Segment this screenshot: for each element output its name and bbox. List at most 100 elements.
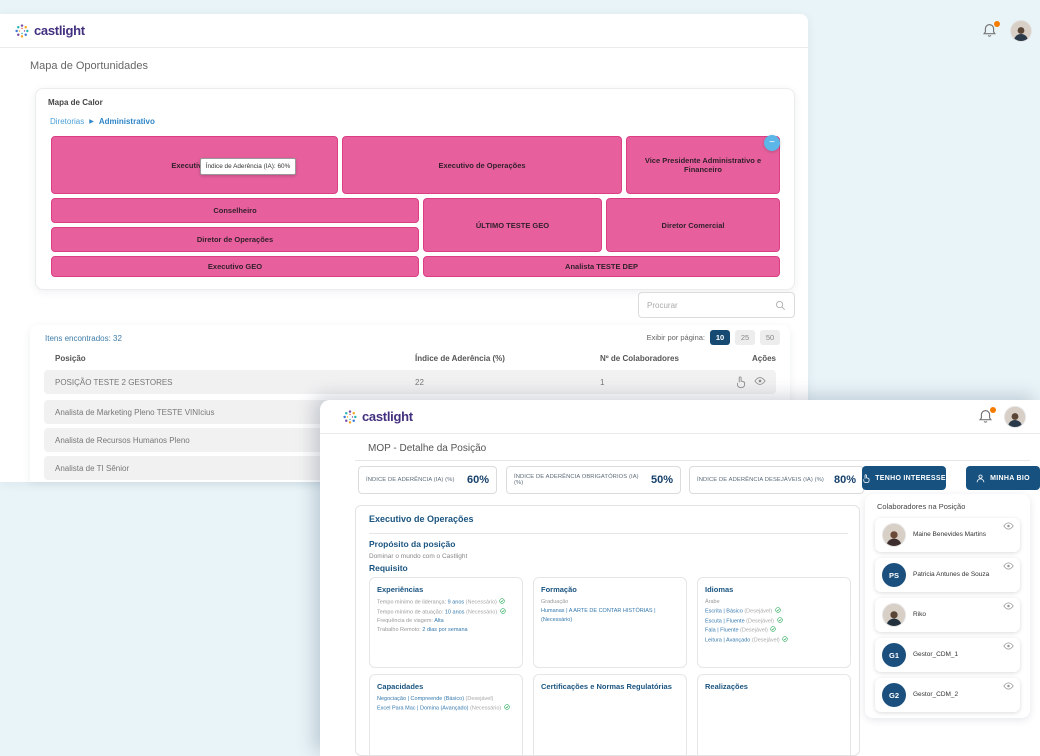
requirement-line: Fala | Fluente (Desejável)	[705, 626, 843, 636]
heatmap-card: Mapa de Calor Diretorias ▶ Administrativ…	[35, 88, 795, 290]
castlight-logo-text: castlight	[362, 409, 413, 424]
line-value: Escuta | Fluente	[705, 618, 745, 624]
table-header-row: Posição Índice de Aderência (%) Nº de Co…	[30, 351, 790, 369]
cell-ia: 22	[415, 378, 424, 387]
notification-badge	[994, 21, 1000, 27]
user-avatar[interactable]	[1004, 406, 1026, 428]
collaborator-item[interactable]: PS Patricia Antunes de Souza	[875, 558, 1020, 592]
treemap-block-executivo-geo[interactable]: Executivo GEO	[51, 256, 419, 277]
box-idiomas: Idiomas Árabe Escrita | Básico (Desejáve…	[697, 577, 851, 668]
requirement-line: Frequência de viagem: Alta	[377, 617, 515, 626]
treemap-block-analista-teste-dep[interactable]: Analista TESTE DEP	[423, 256, 780, 277]
row-actions	[735, 376, 766, 388]
treemap-block-executivo-operacoes[interactable]: Executivo de Operações	[342, 136, 622, 194]
box-experiencias: Experiências Tempo mínimo de liderança: …	[369, 577, 523, 668]
notifications-bell-icon[interactable]	[982, 21, 1000, 39]
per-page-option-10[interactable]: 10	[710, 330, 730, 345]
line-value: Alta	[434, 618, 444, 624]
col-header-acoes: Ações	[751, 354, 776, 363]
indicator-card-ia: ÍNDICE DE ADERÊNCIA (IA) (%) 60%	[358, 466, 497, 494]
collaborator-item[interactable]: Riko	[875, 598, 1020, 632]
castlight-logo-text: castlight	[34, 23, 85, 38]
win2-header-icons	[978, 406, 1026, 428]
check-icon	[504, 704, 510, 710]
page-title: Mapa de Oportunidades	[30, 60, 149, 72]
collaborator-name: Gestor_CDM_1	[913, 651, 959, 658]
indicator-value: 60%	[466, 474, 489, 486]
tenho-interesse-button[interactable]: TENHO INTERESSE	[862, 466, 946, 490]
box-title: Realizações	[705, 682, 748, 691]
indicator-value: 50%	[650, 474, 673, 486]
box-title: Experiências	[377, 585, 424, 594]
view-eye-icon[interactable]	[1003, 642, 1014, 650]
treemap-block-diretor-comercial[interactable]: Diretor Comercial	[606, 198, 780, 252]
box-certificacoes: Certificações e Normas Regulatórias	[533, 674, 687, 755]
per-page-control: Exibir por página: 10 25 50	[647, 330, 780, 345]
hand-icon	[863, 473, 870, 483]
line-value: 10 anos	[444, 609, 465, 615]
purpose-title: Propósito da posição	[369, 539, 456, 549]
notification-badge	[990, 407, 996, 413]
breadcrumb-root[interactable]: Diretorias	[50, 117, 85, 126]
requirement-line: Tempo mínimo de liderança: 9 anos (Neces…	[377, 598, 515, 608]
check-icon	[782, 635, 788, 642]
breadcrumb-current[interactable]: Administrativo	[98, 117, 155, 126]
requirement-line: Humanas | A ARTE DE CONTAR HISTÓRIAS | (…	[541, 607, 679, 625]
collaborator-item[interactable]: Maine Benevides Martins	[875, 518, 1020, 552]
collaborator-avatar: G1	[882, 643, 906, 667]
cell-position: Analista de Recursos Humanos Pleno	[55, 436, 190, 445]
collaborator-item[interactable]: G1 Gestor_CDM_1	[875, 638, 1020, 672]
treemap-block-vice-presidente[interactable]: Vice Presidente Administrativo e Finance…	[626, 136, 780, 194]
check-icon	[774, 607, 781, 613]
col-header-colaboradores: Nº de Colaboradores	[600, 354, 679, 363]
box-title: Formação	[541, 585, 577, 594]
line-suffix: (Desejável)	[744, 618, 774, 624]
line-value: Escrita | Básico	[705, 608, 743, 615]
requirement-line: Árabe	[705, 598, 843, 607]
interest-hand-icon[interactable]	[735, 376, 746, 388]
box-capacidades: Capacidades Negociação | Compreende (Bás…	[369, 674, 523, 755]
view-eye-icon[interactable]	[1003, 682, 1014, 690]
line-value: Excel Para Mac | Domina (Avançado)	[377, 705, 469, 712]
treemap-tooltip: Índice de Aderência (IA): 60%	[200, 158, 296, 175]
per-page-option-25[interactable]: 25	[735, 330, 755, 345]
check-icon	[499, 598, 506, 604]
notifications-bell-icon[interactable]	[978, 407, 996, 425]
line-label: Graduação	[541, 599, 569, 605]
minha-bio-button[interactable]: MINHA BIO	[966, 466, 1040, 490]
view-eye-icon[interactable]	[1003, 602, 1014, 610]
cell-position: Analista de Marketing Pleno TESTE VINIci…	[55, 408, 215, 417]
line-label: Tempo mínimo de atuação:	[377, 609, 445, 615]
treemap-block-diretor-operacoes[interactable]: Diretor de Operações	[51, 227, 419, 252]
collaborators-card: Colaboradores na Posição Maine Benevides…	[865, 494, 1030, 718]
search-input[interactable]	[647, 300, 769, 310]
view-eye-icon[interactable]	[754, 376, 766, 386]
line-label: Trabalho Remoto:	[377, 627, 423, 633]
line-suffix: (Necessário)	[464, 609, 498, 615]
collaborators-title: Colaboradores na Posição	[877, 502, 966, 511]
line-value: Fala | Fluente	[705, 627, 739, 634]
collaborator-item[interactable]: G2 Gestor_CDM_2	[875, 678, 1020, 712]
view-eye-icon[interactable]	[1003, 522, 1014, 530]
user-avatar[interactable]	[1010, 20, 1032, 42]
treemap-collapse-button[interactable]: −	[764, 135, 780, 151]
requirement-title: Requisito	[369, 563, 408, 573]
per-page-option-50[interactable]: 50	[760, 330, 780, 345]
line-suffix: (Desejável)	[742, 608, 773, 615]
requirement-line: Negociação | Compreende (Básico) (Desejá…	[377, 695, 515, 704]
cell-position: POSIÇÃO TESTE 2 GESTORES	[55, 378, 173, 387]
castlight-logo[interactable]: castlight	[342, 409, 413, 425]
requirement-line: Escrita | Básico (Desejável)	[705, 607, 843, 617]
treemap-block-ultimo-teste-geo[interactable]: ÚLTIMO TESTE GEO	[423, 198, 602, 252]
section-divider	[369, 533, 848, 534]
view-eye-icon[interactable]	[1003, 562, 1014, 570]
items-found-label: Itens encontrados: 32	[45, 334, 122, 343]
line-value: 9 anos	[447, 599, 465, 606]
requirement-line: Escuta | Fluente (Desejável)	[705, 616, 843, 627]
castlight-logo[interactable]: castlight	[14, 23, 85, 39]
win1-navbar: castlight	[0, 14, 808, 48]
table-row[interactable]: POSIÇÃO TESTE 2 GESTORES 22 1	[44, 370, 776, 394]
search-icon	[776, 300, 786, 310]
treemap-block-conselheiro[interactable]: Conselheiro	[51, 198, 419, 223]
